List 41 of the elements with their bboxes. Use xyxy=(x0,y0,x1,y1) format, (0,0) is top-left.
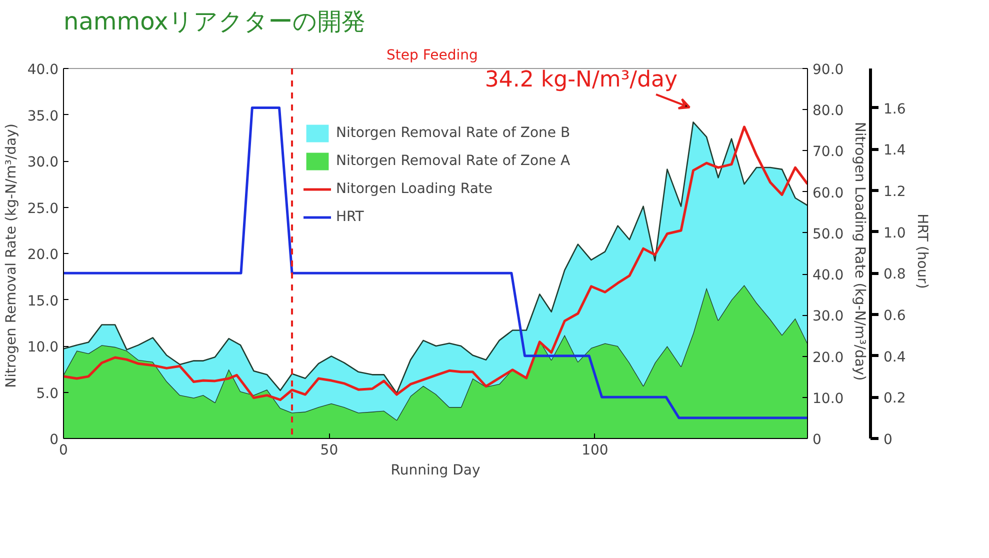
y3-tick-label: 0 xyxy=(884,432,892,448)
y2-tick-label: 90.0 xyxy=(812,62,844,78)
y3-tick-label: 1.6 xyxy=(884,101,906,118)
y2-tick-label: 0 xyxy=(812,432,822,448)
y2-tick-label: 60.0 xyxy=(812,185,844,202)
y3-tick-label: 1.0 xyxy=(884,225,906,242)
y-tick-label: 25.0 xyxy=(27,200,58,217)
y-tick-label: 0 xyxy=(50,432,59,448)
y3-tick-label: 0.2 xyxy=(884,390,906,407)
y3-tick-label: 0.4 xyxy=(884,349,906,366)
legend-label: Nitorgen Removal Rate of Zone B xyxy=(336,125,570,141)
y3-tick-label: 1.2 xyxy=(884,184,906,200)
y-tick-label: 5.0 xyxy=(36,386,58,402)
legend-label: Nitorgen Removal Rate of Zone A xyxy=(336,153,570,169)
legend-label: Nitorgen Loading Rate xyxy=(336,181,493,197)
ref-line-label: Step Feeding xyxy=(386,48,478,64)
y2-axis-title: Nitrogen Loading Rate (kg-N/m³/day) xyxy=(852,122,868,381)
y2-tick-label: 80.0 xyxy=(812,103,844,120)
y3-axis-title: HRT (hour) xyxy=(914,214,930,289)
y2-tick-label: 30.0 xyxy=(812,308,844,325)
x-tick-label: 100 xyxy=(582,442,608,458)
y-tick-label: 40.0 xyxy=(27,62,58,78)
y-tick-label: 15.0 xyxy=(27,293,58,310)
x-tick-label: 50 xyxy=(320,442,338,458)
y2-tick-label: 50.0 xyxy=(812,226,844,242)
y-tick-label: 20.0 xyxy=(27,247,58,263)
chart-title: nammoxリアクターの開発 xyxy=(64,8,366,36)
legend-label: HRT xyxy=(336,209,364,225)
y2-tick-label: 70.0 xyxy=(812,144,844,160)
x-axis-title: Running Day xyxy=(390,462,480,478)
y3-tick-label: 0.8 xyxy=(884,266,906,283)
y-tick-label: 10.0 xyxy=(27,340,58,356)
y2-tick-label: 40.0 xyxy=(812,268,844,284)
y-tick-label: 30.0 xyxy=(27,154,58,170)
y3-tick-label: 1.4 xyxy=(884,142,906,159)
y-tick-label: 35.0 xyxy=(27,108,58,124)
y-axis-title: Nitrogen Removal Rate (kg-N/m³/day) xyxy=(3,124,20,388)
annotation: 34.2 kg-N/m³/day xyxy=(484,68,678,93)
y2-tick-label: 10.0 xyxy=(812,390,844,407)
y3-tick-label: 0.6 xyxy=(884,308,906,324)
y2-tick-label: 20.0 xyxy=(812,350,844,366)
